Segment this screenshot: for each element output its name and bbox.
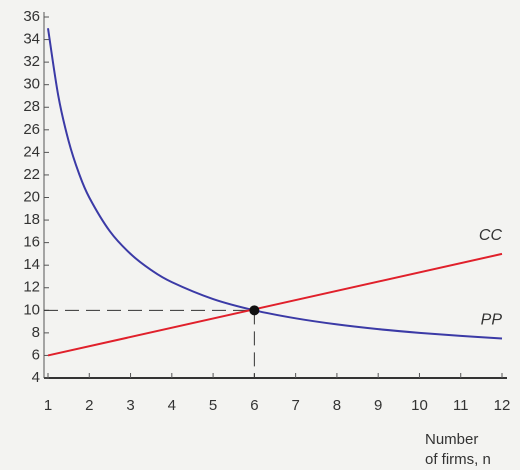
y-tick-label: 22 (23, 166, 40, 183)
x-tick-label: 7 (291, 397, 299, 414)
x-tick-label: 12 (494, 397, 511, 414)
x-tick-label: 2 (85, 397, 93, 414)
y-tick-label: 16 (23, 234, 40, 251)
x-tick-label: 8 (333, 397, 341, 414)
x-tick-label: 5 (209, 397, 217, 414)
y-tick-label: 8 (32, 324, 40, 341)
series-line (47, 252, 503, 357)
y-tick-label: 10 (23, 301, 40, 318)
x-axis-label: Number (425, 431, 478, 448)
y-tick-label: 4 (32, 369, 40, 386)
y-tick-label: 14 (23, 256, 40, 273)
series-label: PP (481, 312, 503, 329)
x-tick-label: 6 (250, 397, 258, 414)
y-tick-label: 32 (23, 53, 40, 70)
x-tick-label: 4 (168, 397, 176, 414)
y-tick-label: 34 (23, 31, 40, 48)
y-tick-label: 28 (23, 98, 40, 115)
series-label: CC (479, 227, 503, 244)
x-tick-label: 9 (374, 397, 382, 414)
y-tick-label: 12 (23, 279, 40, 296)
x-tick-label: 3 (126, 397, 134, 414)
y-tick-label: 18 (23, 211, 40, 228)
y-tick-label: 24 (23, 143, 40, 160)
equilibrium-point (249, 305, 260, 316)
y-tick-label: 30 (23, 76, 40, 93)
y-tick-label: 26 (23, 121, 40, 138)
x-axis-label: of firms, n (425, 451, 491, 468)
y-tick-label: 20 (23, 188, 40, 205)
y-tick-label: 36 (23, 8, 40, 25)
x-tick-label: 1 (44, 397, 52, 414)
x-tick-label: 10 (411, 397, 428, 414)
x-tick-label: 11 (453, 397, 469, 414)
y-tick-label: 6 (32, 346, 40, 363)
series-line (47, 28, 503, 340)
